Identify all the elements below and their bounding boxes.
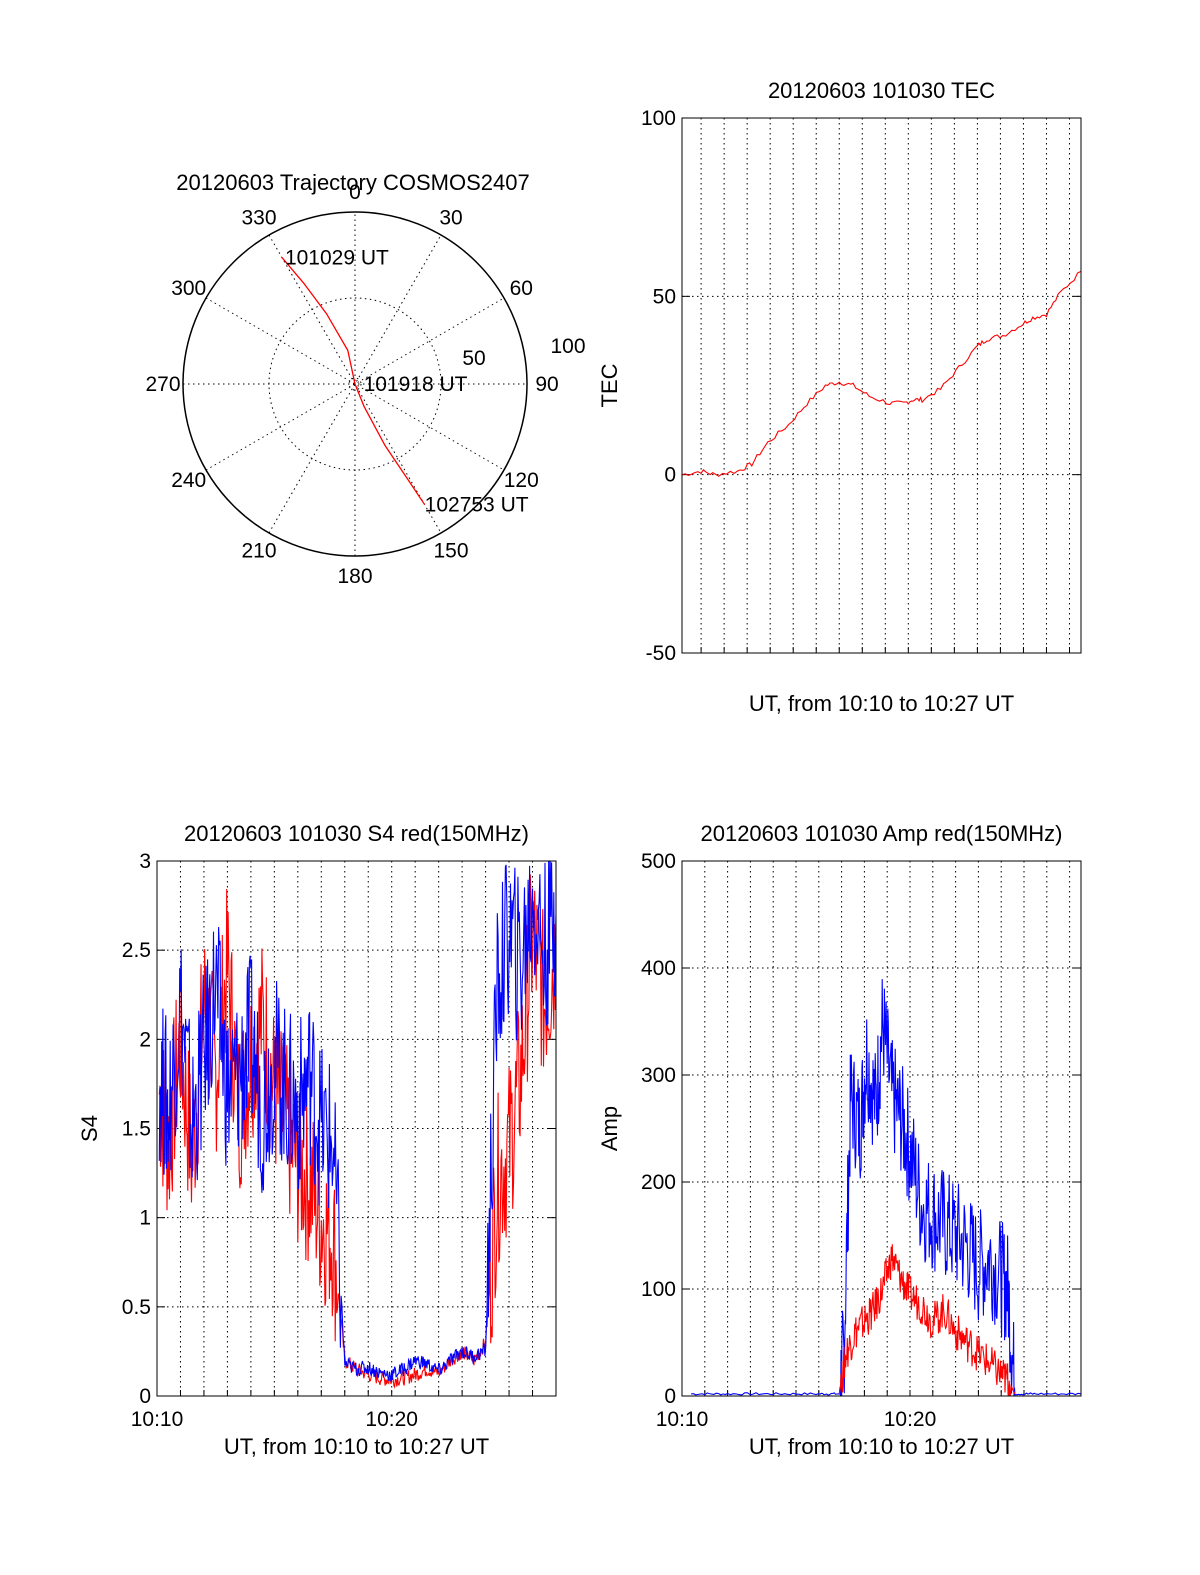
y-tick-label: -50 (646, 642, 676, 665)
y-tick-label: 50 (653, 285, 676, 308)
series-line-blue (158, 861, 556, 1382)
y-tick-label: 0 (664, 1385, 676, 1408)
x-tick-label: 10:10 (131, 1408, 184, 1431)
series-group (691, 979, 1081, 1396)
plot-frame (681, 860, 1082, 1397)
angle-label: 90 (535, 373, 558, 396)
grid-ring-50 (268, 297, 442, 471)
chart-title: 20120603 101030 Amp red(150MHz) (700, 821, 1062, 846)
time-annotation: 101029 UT (285, 247, 389, 270)
x-tick-label: 10:10 (656, 1408, 709, 1431)
y-tick-label: 300 (641, 1064, 676, 1087)
series-group (158, 861, 556, 1389)
angle-label: 240 (171, 469, 206, 492)
series-line-red (838, 1244, 1016, 1396)
chart-title: 20120603 101030 TEC (768, 78, 995, 103)
y-tick-label: 0 (139, 1385, 151, 1408)
x-axis-label: UT, from 10:10 to 10:27 UT (749, 1434, 1014, 1459)
y-tick-label: 100 (641, 1278, 676, 1301)
y-tick-label: 100 (641, 107, 676, 130)
y-tick-label: 0.5 (122, 1296, 151, 1319)
x-tick-label: 10:20 (365, 1408, 418, 1431)
amp-chart: 0 100 200 300 400 500 10:10 10:20 20120603 10103… (597, 821, 1082, 1459)
angle-label: 150 (433, 539, 468, 562)
y-tick-label: 500 (641, 850, 676, 873)
x-tick-label: 10:20 (884, 1408, 937, 1431)
y-axis-label: S4 (77, 1115, 102, 1142)
y-tick-label: 2 (139, 1028, 151, 1051)
angle-label: 120 (504, 469, 539, 492)
y-tick-label: 3 (139, 850, 151, 873)
y-tick-label: 1.5 (122, 1118, 151, 1141)
angle-label: 0 (349, 181, 361, 204)
s4-chart: 0 0.5 1 1.5 2 2.5 3 10:10 10:20 20120603 101030 S… (77, 821, 557, 1459)
y-tick-label: 200 (641, 1171, 676, 1194)
trajectory-line (281, 256, 426, 506)
time-annotation: 102753 UT (425, 494, 529, 517)
tec-chart: -50 0 50 100 20120603 101030 TEC UT, from 10:… (597, 78, 1082, 716)
angle-label: 210 (241, 539, 276, 562)
angle-label: 270 (145, 373, 180, 396)
y-tick-label: 2.5 (122, 939, 151, 962)
series-group (682, 270, 1081, 477)
y-tick-label: 1 (139, 1207, 151, 1230)
y-axis-label: Amp (597, 1106, 622, 1151)
y-tick-label: 400 (641, 957, 676, 980)
plot-frame (681, 117, 1082, 654)
radius-label: 100 (550, 335, 585, 358)
y-axis-label: TEC (597, 363, 622, 407)
x-axis-label: UT, from 10:10 to 10:27 UT (749, 691, 1014, 716)
chart-title: 20120603 101030 S4 red(150MHz) (184, 821, 529, 846)
angle-label: 30 (439, 207, 462, 230)
angle-label: 300 (171, 277, 206, 300)
y-tick-label: 0 (664, 464, 676, 487)
radius-label: 50 (462, 347, 485, 370)
angle-label: 330 (241, 207, 276, 230)
time-annotation: 101918 UT (364, 373, 468, 396)
angle-label: 60 (510, 277, 533, 300)
plot-frame (156, 860, 557, 1397)
angle-label: 180 (337, 565, 372, 588)
grid-ring-center (348, 377, 362, 391)
x-axis-label: UT, from 10:10 to 10:27 UT (224, 1434, 489, 1459)
series-line-red (682, 270, 1081, 477)
chart-title: 20120603 Trajectory COSMOS2407 (176, 170, 529, 195)
series-line-blue (691, 979, 1081, 1396)
